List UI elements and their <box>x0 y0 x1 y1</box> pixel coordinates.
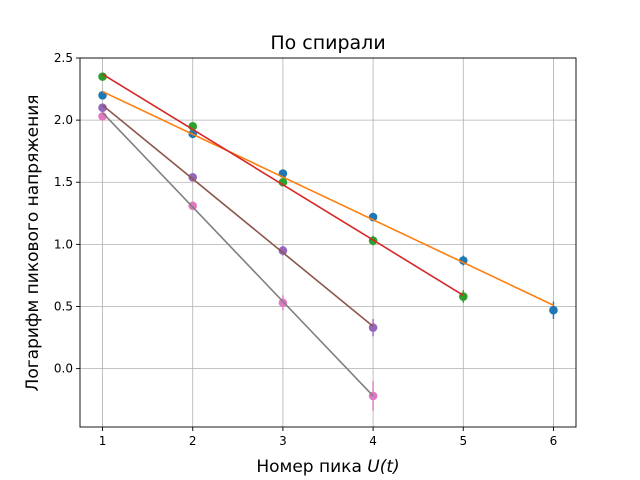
data-marks <box>98 72 558 411</box>
x-axis-label-math: U(t) <box>367 457 399 477</box>
series-6 <box>102 104 374 327</box>
data-point <box>549 305 558 315</box>
series-5 <box>98 103 378 337</box>
series-2 <box>102 90 554 306</box>
series-8 <box>101 112 374 397</box>
chart-title: По спирали <box>270 32 385 54</box>
fit-line <box>101 112 374 397</box>
y-tick-label: 1.0 <box>54 237 73 251</box>
data-point <box>188 172 198 182</box>
x-axis-label: Номер пика U(t) <box>256 457 399 477</box>
data-point <box>98 72 107 81</box>
fit-line <box>102 90 554 306</box>
y-tick-label: 1.5 <box>54 175 73 189</box>
x-tick-label: 4 <box>369 434 377 448</box>
y-tick-label: 0.5 <box>54 299 73 313</box>
y-tick-label: 2.0 <box>54 113 73 127</box>
ticks: 1 2 3 4 5 6 0.0 0.5 1.0 1.5 2.0 2.5 <box>54 51 557 448</box>
fit-line <box>102 104 374 327</box>
x-tick-label: 5 <box>459 434 467 448</box>
data-point <box>278 177 288 187</box>
plot-area <box>80 58 576 427</box>
y-tick-label: 2.5 <box>54 51 73 65</box>
axes-frame <box>79 57 577 428</box>
x-tick-label: 1 <box>99 434 107 448</box>
x-tick-label: 2 <box>189 434 197 448</box>
series-7 <box>98 112 378 411</box>
x-tick-label: 3 <box>279 434 287 448</box>
fit-line <box>102 73 464 296</box>
x-tick-label: 6 <box>550 434 558 448</box>
series-4 <box>102 73 464 296</box>
x-axis-label-text: Номер пика <box>256 457 367 477</box>
y-axis-label: Логарифм пикового напряжения <box>23 95 43 392</box>
data-point <box>278 246 288 255</box>
y-tick-label: 0.0 <box>54 362 73 376</box>
data-point <box>98 103 107 112</box>
